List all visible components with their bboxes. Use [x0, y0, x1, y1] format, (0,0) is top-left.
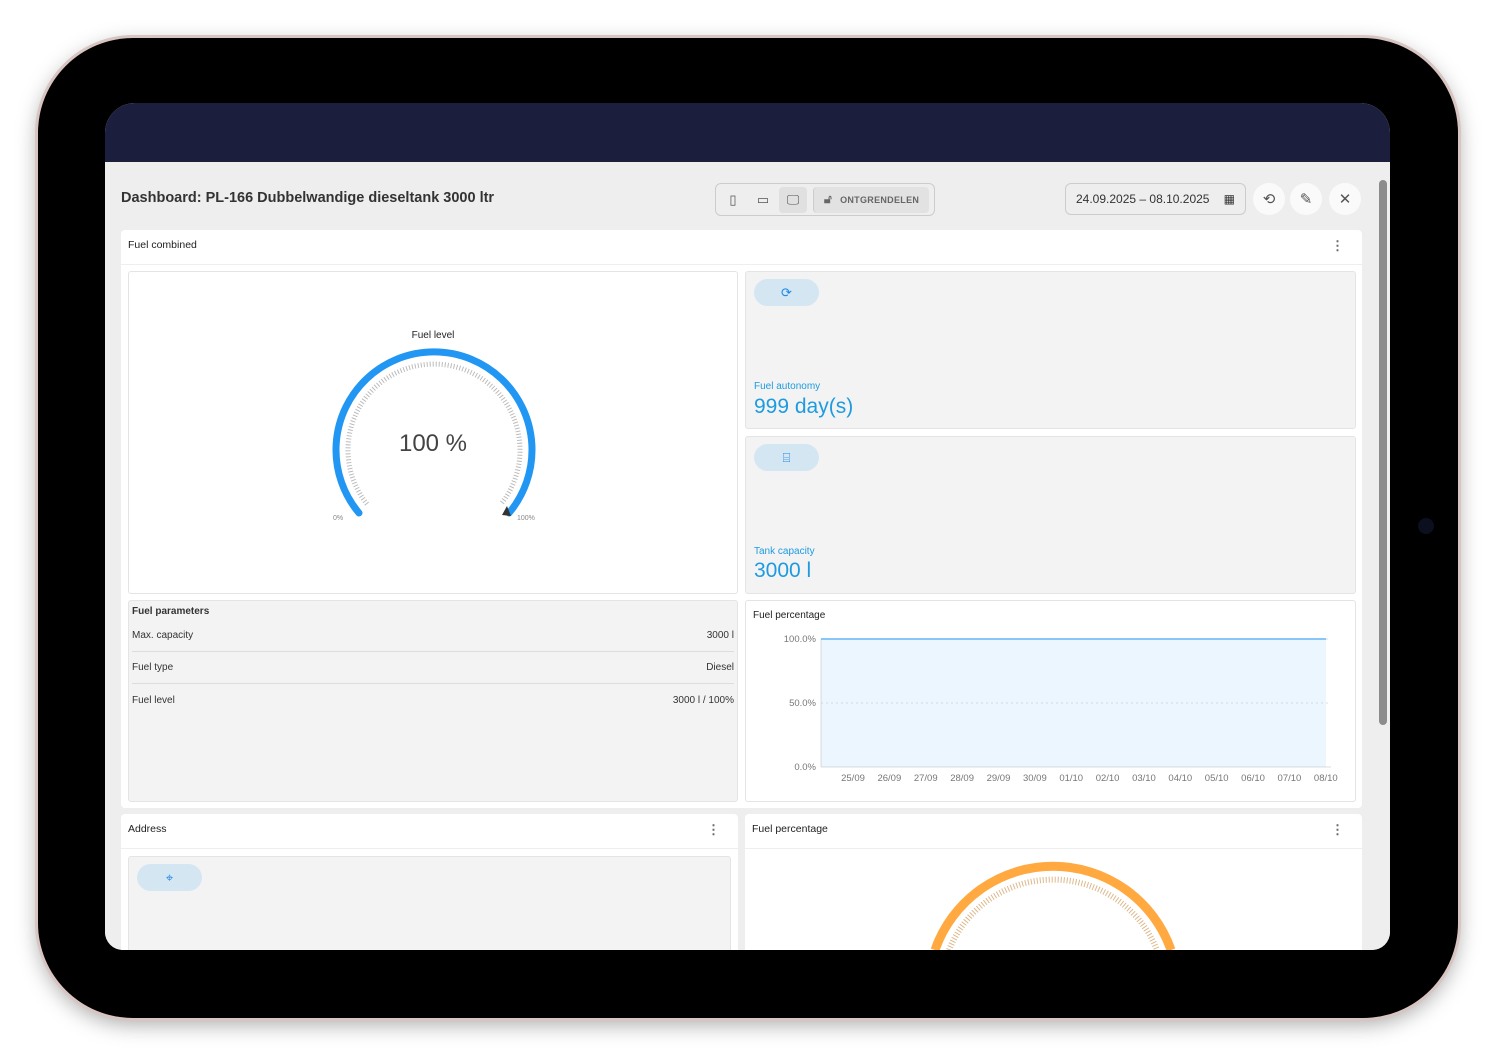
layout-toggle: ▯ ▭ 🖵 🔓︎ ONTGRENDELEN: [715, 183, 935, 216]
fuel-level-gauge: Fuel level 100 % 0% 100%: [128, 271, 738, 594]
x-tick-label: 01/10: [1059, 773, 1083, 784]
close-button[interactable]: ✕: [1329, 183, 1361, 215]
x-tick-label: 05/10: [1205, 773, 1229, 784]
gauge-max: 100%: [517, 515, 535, 522]
fuel-autonomy-card: ⟳ Fuel autonomy 999 day(s): [745, 271, 1356, 429]
series-area: [821, 639, 1326, 767]
tablet-icon: ▭: [756, 191, 770, 207]
tank-capacity-card: ⌸ Tank capacity 3000 l: [745, 436, 1356, 594]
phone-icon: ▯: [729, 191, 737, 207]
capacity-value: 3000 l: [754, 559, 812, 582]
more-menu-icon[interactable]: ⋮: [1331, 822, 1344, 837]
address-panel: ⌖: [128, 856, 731, 950]
param-value: Diesel: [706, 662, 734, 673]
edit-button[interactable]: ✎: [1290, 183, 1322, 215]
pencil-icon: ✎: [1299, 191, 1313, 208]
desktop-view-button[interactable]: 🖵: [779, 186, 807, 213]
y-tick-label: 100.0%: [784, 634, 817, 645]
param-row: Fuel level 3000 l / 100%: [132, 684, 734, 716]
param-value: 3000 l / 100%: [672, 694, 734, 706]
param-row: Fuel type Diesel: [132, 652, 734, 684]
screen: Dashboard: PL-166 Dubbelwandige dieselta…: [105, 103, 1390, 950]
mobile-view-button[interactable]: ▯: [719, 187, 747, 213]
date-range-picker[interactable]: 24.09.2025 – 08.10.2025 ▦: [1065, 183, 1246, 215]
x-tick-label: 07/10: [1278, 773, 1302, 784]
x-tick-label: 27/09: [914, 773, 938, 784]
fuel-percentage-chart: Fuel percentage 100.0% 50.0% 0.0% 25/09 26/0…: [745, 600, 1356, 802]
param-label: Max. capacity: [132, 630, 194, 641]
unlock-button[interactable]: 🔓︎ ONTGRENDELEN: [813, 186, 930, 213]
date-range: 24.09.2025 – 08.10.2025: [1076, 192, 1210, 206]
gauge-arc: [332, 348, 536, 517]
dashboard: Dashboard: PL-166 Dubbelwandige dieselta…: [105, 162, 1390, 950]
card-title: Fuel percentage: [752, 823, 828, 835]
param-row: Max. capacity 3000 l: [132, 620, 734, 652]
parameters-title: Fuel parameters: [132, 606, 210, 617]
param-label: Fuel type: [132, 662, 174, 673]
fuel-percentage-card: Fuel percentage ⋮: [745, 814, 1362, 950]
card-title: Fuel combined: [128, 239, 197, 251]
more-menu-icon[interactable]: ⋮: [1331, 238, 1344, 253]
y-tick-label: 0.0%: [794, 762, 816, 773]
autonomy-icon-button[interactable]: ⟳: [754, 279, 819, 306]
x-tick-label: 02/10: [1096, 773, 1120, 784]
capacity-label: Tank capacity: [754, 546, 815, 557]
x-tick-label: 04/10: [1168, 773, 1192, 784]
y-tick-label: 50.0%: [789, 698, 816, 709]
param-value: 3000 l: [706, 630, 734, 641]
camera: [1418, 518, 1434, 534]
top-bar: [105, 103, 1390, 162]
monitor-icon: 🖵: [786, 191, 800, 207]
gauge-title: Fuel level: [411, 330, 455, 341]
x-tick-label: 30/09: [1023, 773, 1047, 784]
gauge-needle: [502, 506, 511, 516]
gauge-value: 100 %: [398, 430, 468, 457]
lock-icon: 🔓︎: [824, 192, 833, 206]
capacity-icon-button[interactable]: ⌸: [754, 444, 819, 471]
x-tick-label: 29/09: [987, 773, 1011, 784]
x-tick-label: 28/09: [950, 773, 974, 784]
param-label: Fuel level: [132, 694, 175, 706]
x-tick-label: 06/10: [1241, 773, 1265, 784]
location-button[interactable]: ⌖: [137, 864, 202, 891]
x-tick-label: 26/09: [877, 773, 901, 784]
fuel-parameters: Fuel parameters Max. capacity 3000 l Fuel…: [128, 600, 738, 802]
refresh-clock-icon: ⟳: [781, 284, 792, 300]
autonomy-label: Fuel autonomy: [754, 381, 821, 392]
gauge-min: 0%: [333, 515, 344, 522]
unlock-label: ONTGRENDELEN: [840, 194, 920, 205]
close-icon: ✕: [1338, 191, 1352, 208]
x-tick-label: 25/09: [841, 773, 865, 784]
card-title: Address: [128, 823, 167, 835]
chart-title: Fuel percentage: [753, 610, 826, 621]
fuel-combined-card: Fuel combined ⋮ Fuel level 100 % 0% 100%…: [121, 230, 1362, 808]
map-pin-icon: ⌖: [165, 869, 174, 885]
calendar-icon: ▦: [1223, 192, 1235, 206]
x-tick-label: 03/10: [1132, 773, 1156, 784]
tank-icon: ⌸: [782, 449, 791, 465]
page-title: Dashboard: PL-166 Dubbelwandige dieselta…: [121, 190, 495, 206]
fuel-percentage-gauge-arc: [930, 861, 1176, 950]
x-tick-label: 08/10: [1314, 773, 1338, 784]
autonomy-value: 999 day(s): [754, 395, 854, 418]
history-icon: ⟲: [1262, 191, 1276, 208]
scrollbar[interactable]: [1379, 180, 1387, 725]
more-menu-icon[interactable]: ⋮: [707, 822, 720, 837]
address-card: Address ⋮ ⌖: [121, 814, 738, 950]
tablet-view-button[interactable]: ▭: [749, 187, 777, 213]
history-button[interactable]: ⟲: [1253, 183, 1285, 215]
chart-svg: 100.0% 50.0% 0.0% 25/09 26/09 27/09 28/09 29/09…: [784, 634, 1338, 784]
